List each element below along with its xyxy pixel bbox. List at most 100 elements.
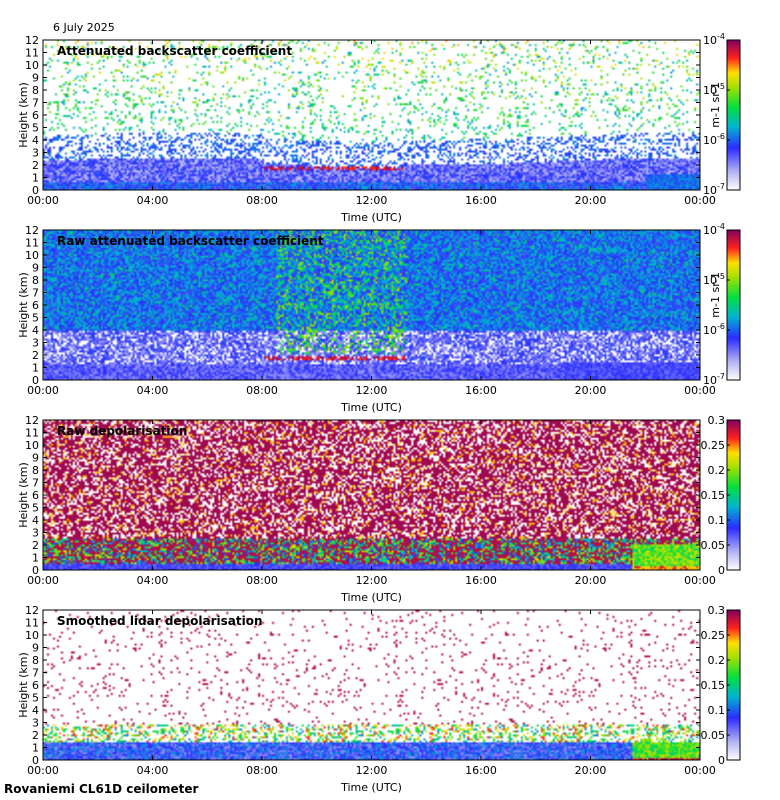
y-tick-label: 0 xyxy=(32,754,39,767)
y-tick-label: 5 xyxy=(32,502,39,515)
x-tick-label: 16:00 xyxy=(465,764,497,777)
y-tick-label: 7 xyxy=(32,667,39,680)
y-tick-label: 8 xyxy=(32,464,39,477)
y-tick-label: 12 xyxy=(25,34,39,47)
colorbar-tick-label: 0.05 xyxy=(701,539,726,552)
x-tick-label: 00:00 xyxy=(27,574,59,587)
y-tick-label: 2 xyxy=(32,729,39,742)
y-tick-label: 9 xyxy=(32,452,39,465)
colorbar-unit-label: m-1 sr-1 xyxy=(709,272,722,318)
y-tick-label: 9 xyxy=(32,262,39,275)
y-tick-label: 3 xyxy=(32,717,39,730)
y-tick-label: 4 xyxy=(32,134,39,147)
y-tick-label: 2 xyxy=(32,159,39,172)
colorbar-tick-label: 0.1 xyxy=(708,704,726,717)
heatmap-image xyxy=(43,420,700,570)
x-tick-label: 20:00 xyxy=(575,194,607,207)
footer-label: Rovaniemi CL61D ceilometer xyxy=(4,782,199,796)
x-tick-label: 08:00 xyxy=(246,764,278,777)
y-axis-label: Height (km) xyxy=(17,272,30,338)
y-tick-label: 11 xyxy=(25,617,39,630)
y-axis-label: Height (km) xyxy=(17,462,30,528)
x-tick-label: 08:00 xyxy=(246,574,278,587)
y-tick-label: 0 xyxy=(32,374,39,387)
y-tick-label: 10 xyxy=(25,249,39,262)
y-tick-label: 4 xyxy=(32,324,39,337)
y-tick-label: 5 xyxy=(32,692,39,705)
colorbar-tick-label: 0.25 xyxy=(701,439,726,452)
y-tick-label: 4 xyxy=(32,514,39,527)
x-tick-label: 00:00 xyxy=(27,764,59,777)
y-tick-label: 2 xyxy=(32,539,39,552)
colorbar-unit-label: m-1 sr-1 xyxy=(709,82,722,128)
colorbar-tick-label: 10-7 xyxy=(703,372,725,387)
y-tick-label: 10 xyxy=(25,629,39,642)
panel-title: Raw attenuated backscatter coefficient xyxy=(57,234,324,248)
x-tick-label: 16:00 xyxy=(465,384,497,397)
y-tick-label: 11 xyxy=(25,427,39,440)
y-tick-label: 10 xyxy=(25,59,39,72)
colorbar-tick-label: 0 xyxy=(718,564,725,577)
y-tick-label: 1 xyxy=(32,742,39,755)
y-tick-label: 9 xyxy=(32,642,39,655)
x-tick-label: 12:00 xyxy=(356,574,388,587)
y-tick-label: 1 xyxy=(32,172,39,185)
x-tick-label: 08:00 xyxy=(246,384,278,397)
x-tick-label: 04:00 xyxy=(137,384,169,397)
y-axis-label: Height (km) xyxy=(17,82,30,148)
colorbar xyxy=(726,229,741,381)
y-tick-label: 10 xyxy=(25,439,39,452)
colorbar-tick-label: 10-4 xyxy=(703,32,725,47)
colorbar-tick-label: 0.05 xyxy=(701,729,726,742)
y-tick-label: 5 xyxy=(32,122,39,135)
y-tick-label: 6 xyxy=(32,679,39,692)
colorbar-tick-label: 10-4 xyxy=(703,222,725,237)
y-tick-label: 3 xyxy=(32,147,39,160)
x-axis-label: Time (UTC) xyxy=(340,591,402,604)
y-tick-label: 1 xyxy=(32,552,39,565)
y-tick-label: 1 xyxy=(32,362,39,375)
y-tick-label: 0 xyxy=(32,184,39,197)
y-tick-label: 7 xyxy=(32,477,39,490)
colorbar-tick-label: 0.15 xyxy=(701,679,726,692)
y-tick-label: 6 xyxy=(32,489,39,502)
x-tick-label: 08:00 xyxy=(246,194,278,207)
y-tick-label: 8 xyxy=(32,654,39,667)
y-tick-label: 4 xyxy=(32,704,39,717)
y-tick-label: 11 xyxy=(25,237,39,250)
x-tick-label: 12:00 xyxy=(356,764,388,777)
colorbar-tick-label: 0.3 xyxy=(708,414,726,427)
x-tick-label: 20:00 xyxy=(575,384,607,397)
panel-title: Attenuated backscatter coefficient xyxy=(57,44,292,58)
date-label: 6 July 2025 xyxy=(53,21,115,34)
y-tick-label: 3 xyxy=(32,337,39,350)
y-tick-label: 11 xyxy=(25,47,39,60)
x-axis-label: Time (UTC) xyxy=(340,211,402,224)
colorbar xyxy=(726,39,741,191)
x-tick-label: 16:00 xyxy=(465,574,497,587)
x-axis-label: Time (UTC) xyxy=(340,401,402,414)
colorbar-tick-label: 0.3 xyxy=(708,604,726,617)
y-tick-label: 8 xyxy=(32,84,39,97)
colorbar-tick-label: 0.25 xyxy=(701,629,726,642)
x-tick-label: 20:00 xyxy=(575,764,607,777)
colorbar-tick-label: 10-7 xyxy=(703,182,725,197)
heatmap-image xyxy=(43,40,700,190)
x-tick-label: 12:00 xyxy=(356,194,388,207)
panel-title: Smoothed lidar depolarisation xyxy=(57,614,263,628)
x-tick-label: 04:00 xyxy=(137,194,169,207)
panel-title: Raw depolarisation xyxy=(57,424,187,438)
x-tick-label: 00:00 xyxy=(684,384,716,397)
x-tick-label: 00:00 xyxy=(684,194,716,207)
y-tick-label: 12 xyxy=(25,604,39,617)
heatmap-image xyxy=(43,230,700,380)
y-tick-label: 3 xyxy=(32,527,39,540)
colorbar-tick-label: 0.1 xyxy=(708,514,726,527)
colorbar-tick-label: 0.15 xyxy=(701,489,726,502)
